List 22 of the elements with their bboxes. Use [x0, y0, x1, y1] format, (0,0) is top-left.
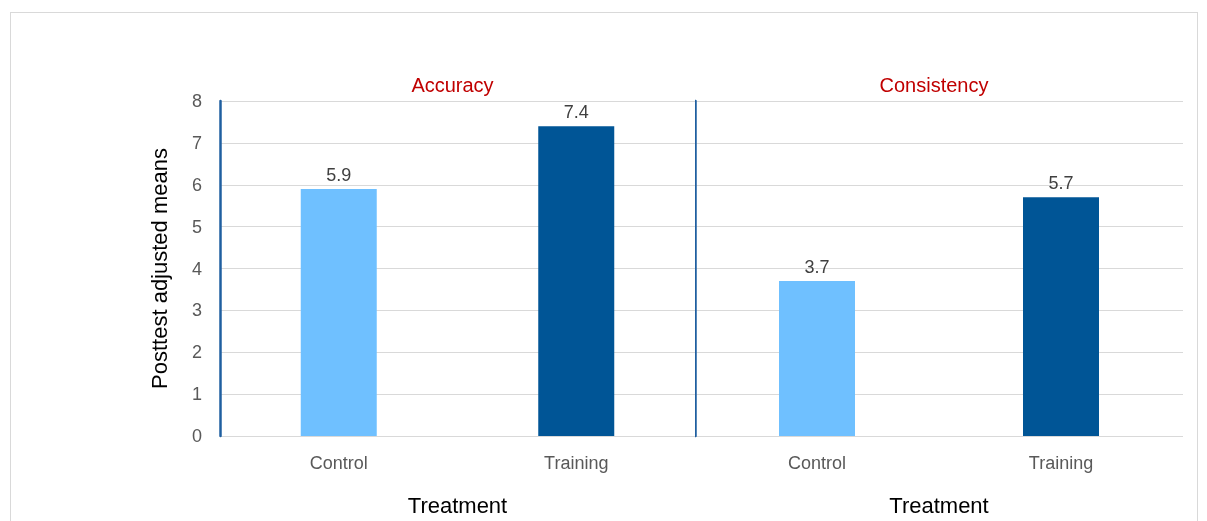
y-tick-label: 6	[191, 174, 202, 195]
chart-title: Consistency	[879, 74, 989, 96]
x-axis-title: Treatment	[889, 492, 989, 518]
x-axis-title: Treatment	[407, 492, 508, 518]
x-tick-label: Control	[787, 453, 847, 473]
x-tick-label: Training	[544, 453, 609, 473]
y-tick-label: 0	[191, 426, 202, 446]
x-tick-label: Training	[1028, 453, 1094, 473]
y-axis-title: Posttest adjusted means	[146, 148, 172, 389]
y-tick-label: 4	[191, 258, 202, 279]
data-label: 5.7	[1048, 173, 1074, 194]
x-tick-label: Control	[309, 453, 368, 473]
y-tick-label: 8	[191, 91, 202, 111]
y-tick-label: 7	[191, 132, 202, 153]
data-label: 7.4	[563, 102, 589, 123]
y-tick-label: 2	[191, 342, 202, 363]
data-label: 5.9	[326, 164, 352, 185]
chart-title: Accuracy	[411, 74, 494, 96]
y-tick-label: 1	[191, 384, 202, 405]
data-label: 3.7	[804, 257, 830, 278]
y-tick-label: 3	[191, 300, 202, 321]
y-tick-label: 5	[191, 216, 202, 237]
